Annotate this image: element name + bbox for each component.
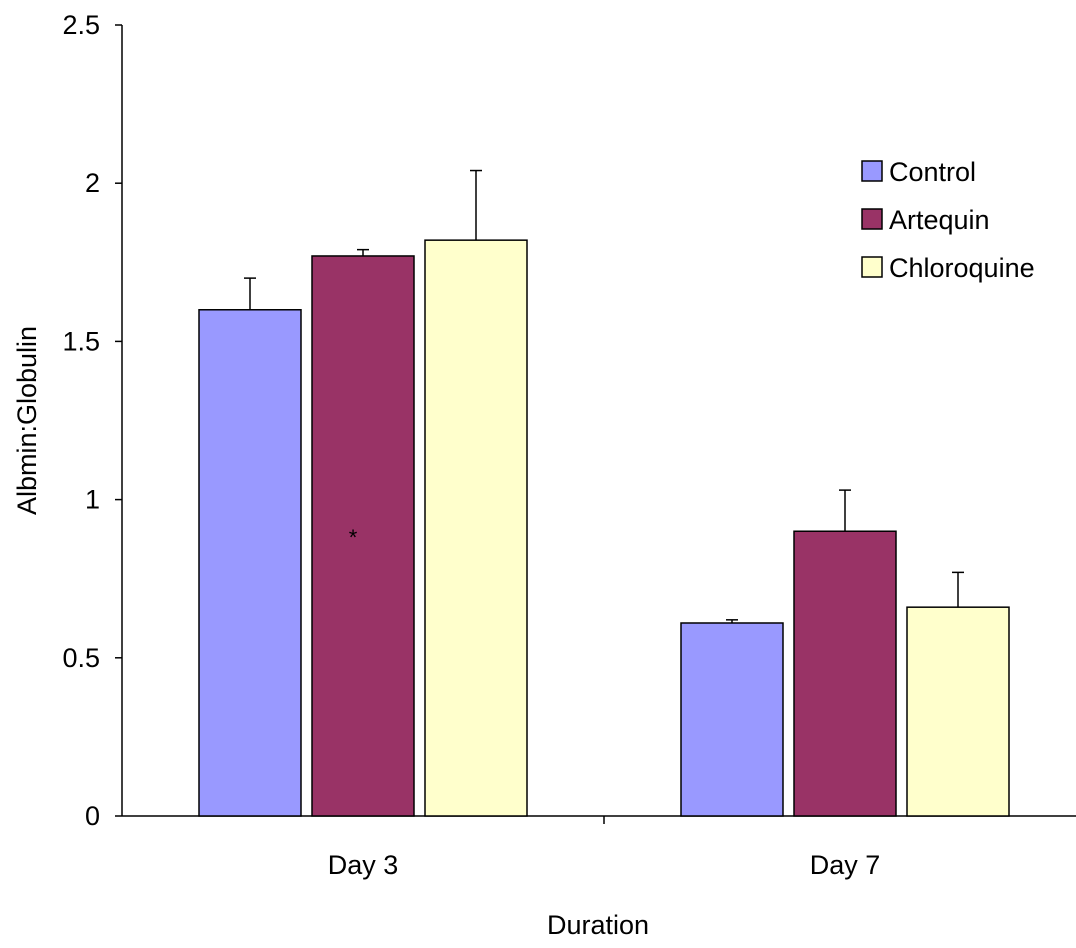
legend-swatch [861,160,883,182]
annotations: * [349,525,358,550]
x-category-labels: Day 3 Day 7 [328,816,881,880]
bar [680,622,784,817]
legend: Control Artequin Chloroquine [861,157,1035,283]
y-axis-title: Albmin:Globulin [12,326,42,515]
x-category-label: Day 7 [810,850,881,880]
error-bars [244,169,964,623]
legend-label: Control [889,157,976,187]
legend-swatch [861,256,883,278]
bar [424,239,528,817]
bar [198,309,302,817]
x-category-label: Day 3 [328,850,399,880]
y-ticks: 0 0.5 1 1.5 2 2.5 [62,10,122,831]
bars [198,239,1010,817]
x-axis-title: Duration [547,910,649,940]
legend-label: Chloroquine [889,253,1035,283]
bar [793,530,897,817]
legend-label: Artequin [889,205,990,235]
y-tick-label: 2.5 [62,10,100,40]
annotation-asterisk: * [349,525,358,550]
y-tick-label: 0.5 [62,643,100,673]
bar [906,606,1010,817]
y-tick-label: 1 [85,485,100,515]
legend-swatch [861,208,883,230]
y-tick-label: 1.5 [62,326,100,356]
bar [311,255,415,817]
y-tick-label: 2 [85,168,100,198]
y-tick-label: 0 [85,801,100,831]
